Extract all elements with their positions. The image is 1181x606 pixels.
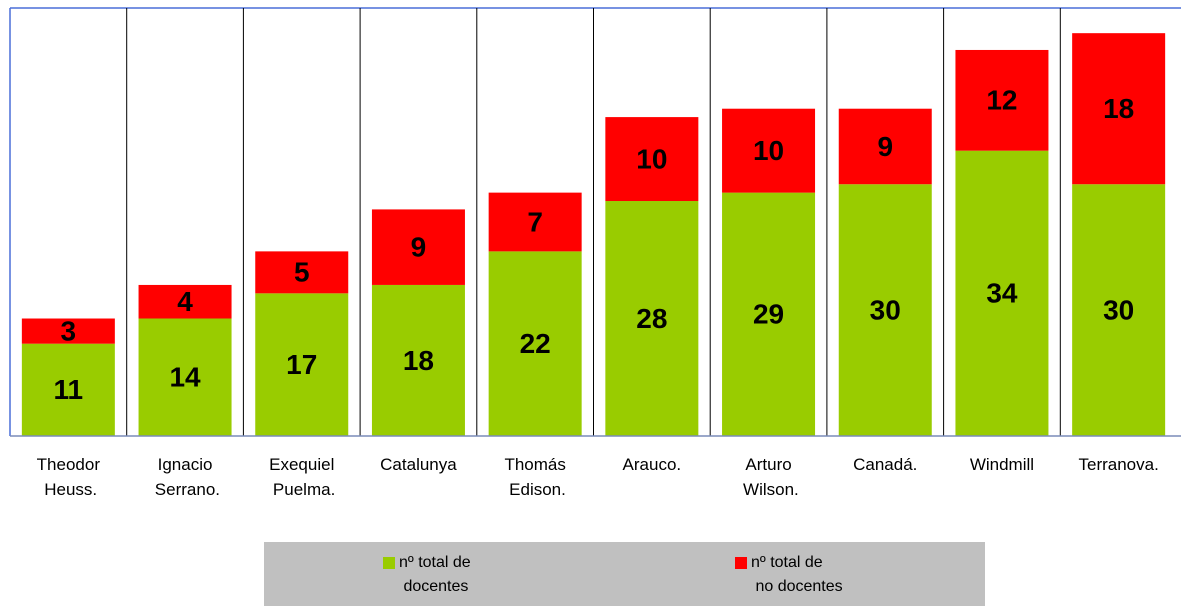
bar-segment	[838, 184, 932, 436]
value-label: 11	[54, 374, 84, 405]
x-tick-label: Ignacio Serrano.	[150, 455, 220, 499]
bar-segment	[138, 284, 232, 319]
x-tick-label: Theodor Heuss.	[37, 455, 101, 499]
bar-segment	[1072, 33, 1166, 185]
x-tick-label: Exequiel Puelma.	[268, 455, 335, 499]
value-label: 28	[636, 303, 667, 334]
value-label: 18	[403, 345, 434, 376]
value-label: 17	[286, 349, 317, 380]
value-label: 12	[986, 85, 1017, 116]
bar-segment	[605, 201, 699, 436]
bar-segment	[722, 192, 816, 436]
legend-box	[264, 542, 985, 606]
value-label: 29	[753, 299, 784, 330]
value-label: 5	[294, 257, 310, 288]
value-label: 22	[520, 328, 551, 359]
bar-segment	[605, 117, 699, 202]
legend-label: nº total de docentes	[399, 554, 471, 595]
value-label: 4	[177, 286, 193, 317]
bar-segment	[1072, 184, 1166, 436]
value-label: 9	[877, 131, 893, 162]
legend-label: nº total de no docentes	[751, 554, 843, 595]
x-tick-label: Arturo Wilson.	[738, 455, 798, 499]
value-label: 9	[411, 232, 427, 263]
bar-segment	[955, 49, 1049, 151]
x-tick-label: Arauco.	[623, 455, 682, 474]
bar-segment	[722, 108, 816, 193]
value-label: 30	[1103, 295, 1134, 326]
bar-segment	[138, 318, 232, 436]
value-label: 18	[1103, 93, 1134, 124]
bar-segment	[488, 251, 582, 436]
value-label: 10	[753, 135, 784, 166]
value-label: 34	[986, 278, 1018, 309]
x-tick-label: Canadá.	[853, 455, 917, 474]
bar-segment	[371, 284, 465, 436]
value-label: 14	[169, 362, 201, 393]
x-tick-label: Catalunya	[380, 455, 457, 474]
bar-segment	[488, 192, 582, 252]
bar-segment	[371, 209, 465, 285]
legend-swatch	[383, 557, 395, 569]
bar-segment	[255, 251, 349, 294]
legend-swatch	[735, 557, 747, 569]
bar-segment	[255, 293, 349, 436]
x-tick-label: Terranova.	[1078, 455, 1158, 474]
x-tick-label: Thomás Edison.	[504, 455, 565, 499]
value-label: 10	[636, 143, 667, 174]
value-label: 3	[61, 315, 77, 346]
x-tick-label: Windmill	[970, 455, 1034, 474]
bar-segment	[955, 150, 1049, 436]
bar-segment	[838, 108, 932, 185]
bar-segment	[21, 343, 115, 436]
value-label: 7	[527, 206, 543, 237]
value-label: 30	[870, 295, 901, 326]
bar-segment	[21, 318, 115, 344]
